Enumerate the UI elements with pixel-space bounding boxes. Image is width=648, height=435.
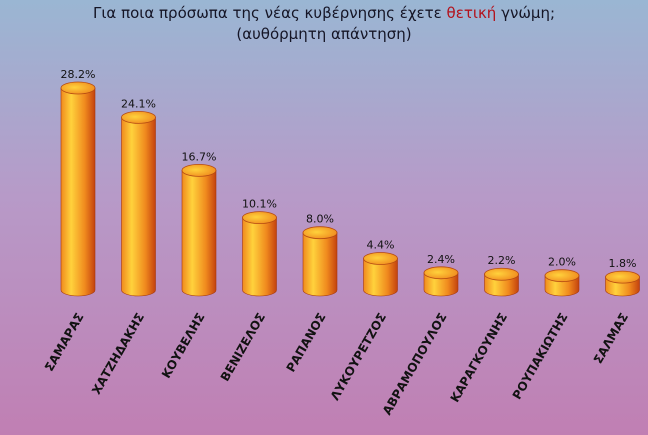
bar-top (60, 81, 96, 95)
bar (363, 258, 398, 297)
bar (242, 217, 277, 297)
data-label: 16.7% (182, 150, 217, 163)
chart-title-highlight: θετική (446, 4, 497, 22)
bar (181, 170, 217, 297)
bar (121, 117, 156, 297)
chart-title-suffix: γνώμη; (501, 4, 555, 22)
bar-group (423, 266, 459, 297)
bar-top (181, 163, 217, 177)
bar-top (363, 252, 398, 265)
data-label: 8.0% (306, 213, 334, 226)
bar-group (484, 267, 519, 297)
bar-group (363, 252, 398, 297)
bar-group (181, 163, 217, 297)
bar-top (605, 270, 640, 284)
data-label: 2.4% (427, 253, 455, 266)
data-label: 2.0% (548, 256, 576, 269)
bar-group (605, 270, 640, 297)
bar-top (121, 110, 156, 124)
data-label: 4.4% (367, 238, 395, 251)
data-label: 2.2% (488, 254, 516, 267)
bar (60, 87, 96, 297)
bar-group (121, 110, 156, 297)
data-label: 24.1% (121, 97, 156, 110)
bar-group (302, 226, 338, 297)
bar (423, 272, 459, 297)
chart-title-prefix: Για ποια πρόσωπα της νέας κυβέρνησης έχε… (92, 4, 442, 22)
bar-top (302, 226, 338, 240)
bar-top (544, 269, 580, 283)
bar-group (60, 81, 96, 297)
bar-group (242, 211, 277, 297)
data-label: 1.8% (609, 257, 637, 270)
bar-group (544, 269, 580, 297)
chart-title: Για ποια πρόσωπα της νέας κυβέρνησης έχε… (0, 4, 648, 22)
bar-top (242, 211, 277, 225)
bar-top (423, 266, 459, 280)
bar-top (484, 267, 519, 281)
bar (302, 232, 338, 297)
data-label: 28.2% (61, 68, 96, 81)
chart-subtitle: (αυθόρμητη απάντηση) (236, 25, 412, 43)
data-label: 10.1% (242, 198, 277, 211)
